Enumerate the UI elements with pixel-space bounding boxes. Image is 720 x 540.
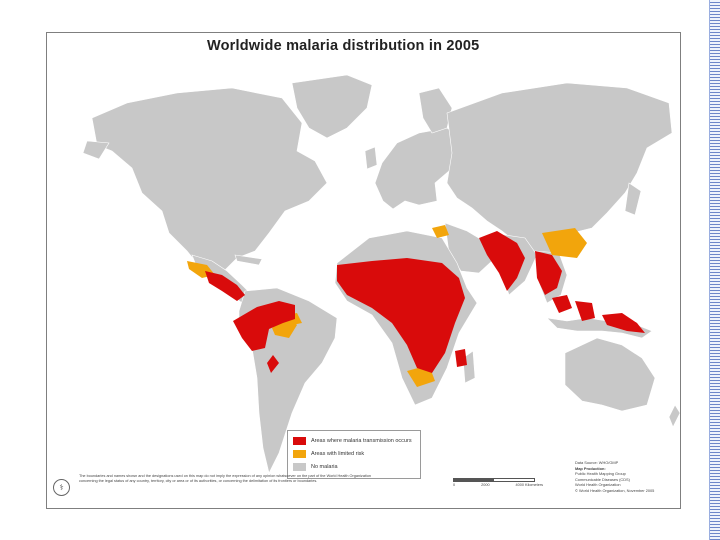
- legend-label-transmission: Areas where malaria transmission occurs: [311, 437, 412, 444]
- legend-swatch-no-malaria: [293, 462, 306, 471]
- legend-swatch-limited-risk: [293, 449, 306, 458]
- north-america: [91, 87, 328, 274]
- credit-line: Communicable Diseases (CDS): [575, 476, 630, 482]
- credit-line: World Health Organization: [575, 482, 621, 488]
- scale-label: 0: [453, 483, 456, 487]
- legend-swatch-transmission: [293, 436, 306, 445]
- disclaimer-line: concerning the legal status of any count…: [79, 479, 318, 483]
- scale-label: 2000: [481, 483, 490, 487]
- british-isles: [364, 146, 378, 170]
- scale-bar: 0 2000 4000 Kilometers: [453, 478, 543, 488]
- australia: [564, 337, 656, 412]
- scale-label: 4000 Kilometers: [515, 483, 543, 487]
- scandinavia: [418, 87, 453, 134]
- legend-item-limited-risk: Areas with limited risk: [293, 449, 364, 458]
- transmission-areas: [205, 231, 645, 373]
- world-map: [82, 74, 680, 474]
- credit-line: Public Health Mapping Group: [575, 471, 626, 477]
- cuba: [234, 254, 263, 266]
- legend-label-no-malaria: No malaria: [311, 463, 338, 470]
- legend-label-limited-risk: Areas with limited risk: [311, 450, 365, 457]
- japan: [624, 182, 642, 216]
- new-zealand: [668, 404, 680, 428]
- credit-line: © World Health Organization, November 20…: [575, 487, 655, 493]
- map-title: Worldwide malaria distribution in 2005: [207, 38, 480, 54]
- map-disclaimer: The boundaries and names shown and the d…: [79, 474, 439, 484]
- map-credits: Data Source: WHO/GMP Map Production: Pub…: [575, 460, 677, 494]
- greenland: [291, 74, 373, 139]
- credit-line: Map Production:: [575, 465, 606, 471]
- alaska-tip: [82, 140, 110, 160]
- who-emblem-icon: ⚕: [53, 479, 70, 496]
- map-frame: Worldwide malaria distribution in 2005: [46, 32, 681, 509]
- legend-item-transmission: Areas where malaria transmission occurs: [293, 436, 412, 445]
- map-legend: Areas where malaria transmission occurs …: [287, 430, 421, 479]
- disclaimer-line: The boundaries and names shown and the d…: [79, 474, 372, 478]
- slide-edge-decoration: [709, 0, 720, 540]
- credit-line: Data Source: WHO/GMP: [575, 460, 619, 465]
- scale-bar-graphic: [453, 478, 535, 482]
- europe: [374, 127, 468, 210]
- legend-item-no-malaria: No malaria: [293, 462, 338, 471]
